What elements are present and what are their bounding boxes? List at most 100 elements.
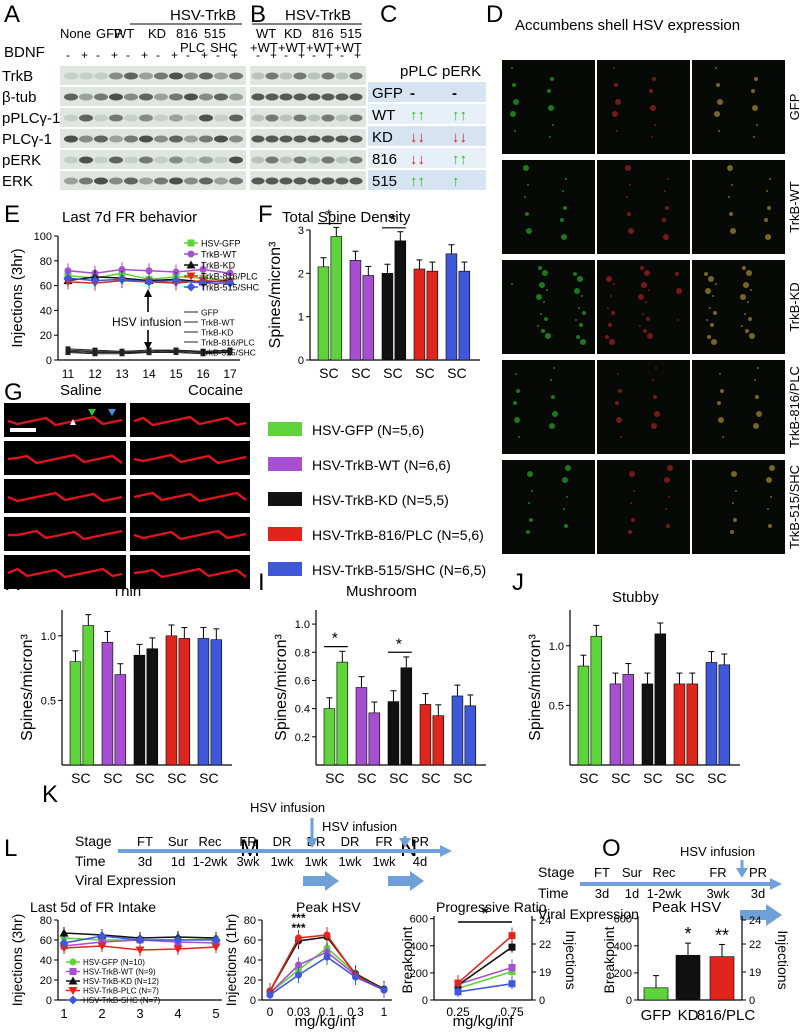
n-series-line [457, 966, 513, 986]
h-bar [114, 674, 127, 766]
d-cell-signal [654, 411, 660, 417]
e-annotation: HSV infusion [112, 315, 181, 329]
l-legend-marker [69, 958, 77, 966]
a-band [79, 156, 93, 164]
a-blot-strip [60, 129, 246, 148]
a-band [124, 177, 138, 185]
d-cell-signal [566, 496, 568, 498]
d-cell-signal [744, 313, 746, 315]
d-cell-signal [563, 508, 565, 510]
y2-tick-label: 24 [749, 915, 761, 927]
panel-letter-b: B [250, 1, 266, 28]
d-cell-signal [515, 373, 517, 375]
d-cell-signal [516, 389, 520, 393]
d-row-label: GFP [787, 94, 800, 121]
g-legend-swatch [268, 457, 302, 471]
d-cell-signal [714, 111, 720, 117]
l-point [59, 938, 69, 948]
a-band [64, 93, 78, 101]
d-row-label: TrkB-816/PLC [787, 366, 800, 448]
i-bar [419, 704, 432, 766]
d-cell-signal [704, 272, 708, 276]
m-xlabel: mg/kg/inf [295, 1013, 357, 1030]
d-cell-signal [710, 323, 714, 327]
panel-letter-k: K [42, 781, 58, 808]
i-bar [387, 701, 400, 766]
e-point [117, 274, 127, 284]
d-cell-signal [613, 67, 615, 69]
d-cell-signal [553, 367, 555, 369]
chart-m: Peak HSV 0 20 40 60 80 0 0.03 0.1 0.3 1 mg/kg/inf In… [223, 899, 392, 1030]
d-cell-signal [545, 333, 551, 339]
d-cell-signal [562, 190, 564, 192]
y2-tick-label: 19 [539, 967, 551, 979]
f-bar [445, 253, 458, 361]
k-viral-arrow [388, 871, 424, 891]
d-micrograph [502, 160, 595, 254]
a-band [109, 114, 123, 122]
d-cell-signal [745, 329, 749, 333]
a-band [139, 93, 153, 101]
g-legend-label: HSV-TrkB-816/PLC (N=5,6) [312, 527, 484, 543]
y-tick-label: 0 [46, 995, 52, 1007]
g-dendrite [7, 567, 123, 579]
a-band [79, 177, 93, 185]
a-band [184, 93, 198, 101]
d-row-label: TrkB-KD [787, 282, 800, 331]
a-band [199, 72, 213, 80]
d-cell-signal [711, 339, 717, 345]
g-dendrite [7, 415, 123, 427]
a-band [64, 156, 78, 164]
a-band [229, 114, 243, 122]
x-tick-label: 0.03 [287, 1005, 311, 1019]
d-cell-signal [706, 319, 708, 321]
n-point [508, 943, 516, 951]
k-stage: PR [749, 865, 767, 880]
k-infusion-label: HSV infusion [680, 844, 755, 859]
chart-e: Last 7d FR behavior 0 20 40 60 80 100 11 12 13 14 1… [9, 209, 260, 381]
k-stage: FR [375, 834, 392, 849]
d-cell-signal [769, 178, 771, 180]
b-bdnf-sign: + [298, 48, 305, 62]
a-band [109, 72, 123, 80]
a-band [139, 177, 153, 185]
d-cell-signal [718, 417, 724, 423]
d-cell-signal [650, 105, 656, 111]
d-cell-signal [514, 130, 516, 132]
g-legend-label: HSV-GFP (N=5,6) [312, 422, 424, 438]
a-band [229, 72, 243, 80]
chart-j: Stubby 0.5 1.0 SC SC SC SC SC Spines/micron³ [527, 589, 740, 786]
a-band [139, 72, 153, 80]
d-cell-signal [652, 77, 656, 81]
d-cell-signal [767, 508, 769, 510]
k-stage: FR [709, 865, 726, 880]
l-legend-marker [68, 995, 78, 1005]
d-cell-signal [748, 317, 752, 321]
d-micrograph [597, 260, 690, 354]
b-band [265, 114, 279, 122]
d-cell-signal [743, 282, 749, 288]
a-band [214, 156, 228, 164]
d-cell-signal [510, 111, 516, 117]
a-band [214, 93, 228, 101]
d-title: Accumbens shell HSV expression [515, 17, 740, 34]
b-band [349, 72, 363, 80]
b-band [265, 135, 279, 143]
g-dendrite-image [130, 479, 250, 513]
d-cell-signal [677, 319, 679, 321]
a-row-label: TrkB [2, 68, 33, 85]
g-dendrite [133, 453, 247, 465]
y-tick-label: 40 [244, 955, 256, 967]
e-point [118, 265, 126, 273]
b-blot-strip [250, 108, 366, 127]
n-point [454, 979, 462, 987]
b-band [251, 156, 265, 164]
d-cell-signal [526, 530, 530, 534]
k-time: 1wk [338, 854, 362, 869]
d-cell-signal [578, 307, 580, 309]
x-tick-label: 1 [60, 1006, 67, 1021]
d-cell-signal [722, 436, 724, 438]
chart-o: Peak HSV 0 200 400 600 0 19 22 24 Breakpoint Injec… [601, 899, 791, 1024]
b-band [335, 135, 349, 143]
a-band [199, 114, 213, 122]
